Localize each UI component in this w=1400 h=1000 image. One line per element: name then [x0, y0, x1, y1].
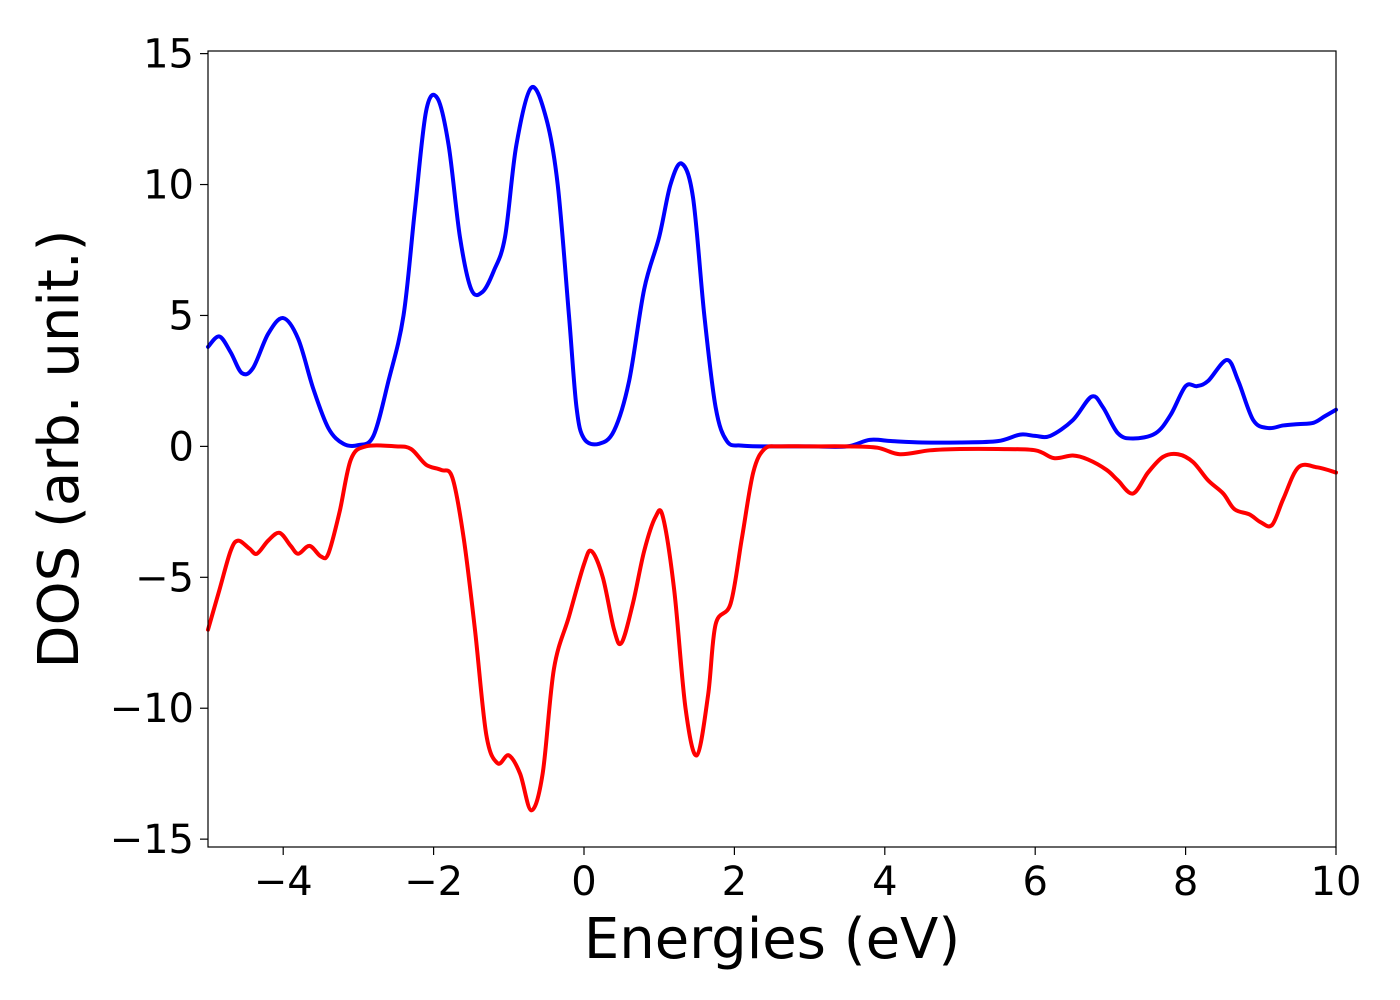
series-layer — [206, 85, 1338, 813]
y-tick-label: −5 — [135, 555, 194, 601]
x-tick-label: −4 — [254, 859, 313, 905]
y-axis-label: DOS (arb. unit.) — [27, 229, 92, 668]
x-axis: −4 −2 0 2 4 6 8 10 — [254, 847, 1362, 905]
y-tick-label: 15 — [143, 32, 194, 78]
x-axis-label: Energies (eV) — [584, 907, 960, 972]
y-axis: 15 10 5 0 −5 −10 −15 — [110, 32, 208, 863]
x-tick-label: −2 — [404, 859, 463, 905]
x-tick-label: 0 — [571, 859, 596, 905]
x-tick-label: 2 — [722, 859, 747, 905]
x-tick-label: 6 — [1022, 859, 1047, 905]
y-tick-label: 5 — [169, 293, 194, 339]
x-tick-label: 4 — [872, 859, 897, 905]
series-line-0 — [206, 85, 1338, 449]
y-tick-label: −15 — [110, 817, 194, 863]
series-line-1 — [206, 443, 1338, 813]
x-tick-label: 10 — [1311, 859, 1362, 905]
plot-frame — [207, 50, 1337, 848]
y-tick-label: 10 — [143, 163, 194, 209]
y-tick-label: 0 — [169, 424, 194, 470]
y-tick-label: −10 — [110, 686, 194, 732]
x-tick-label: 8 — [1173, 859, 1198, 905]
